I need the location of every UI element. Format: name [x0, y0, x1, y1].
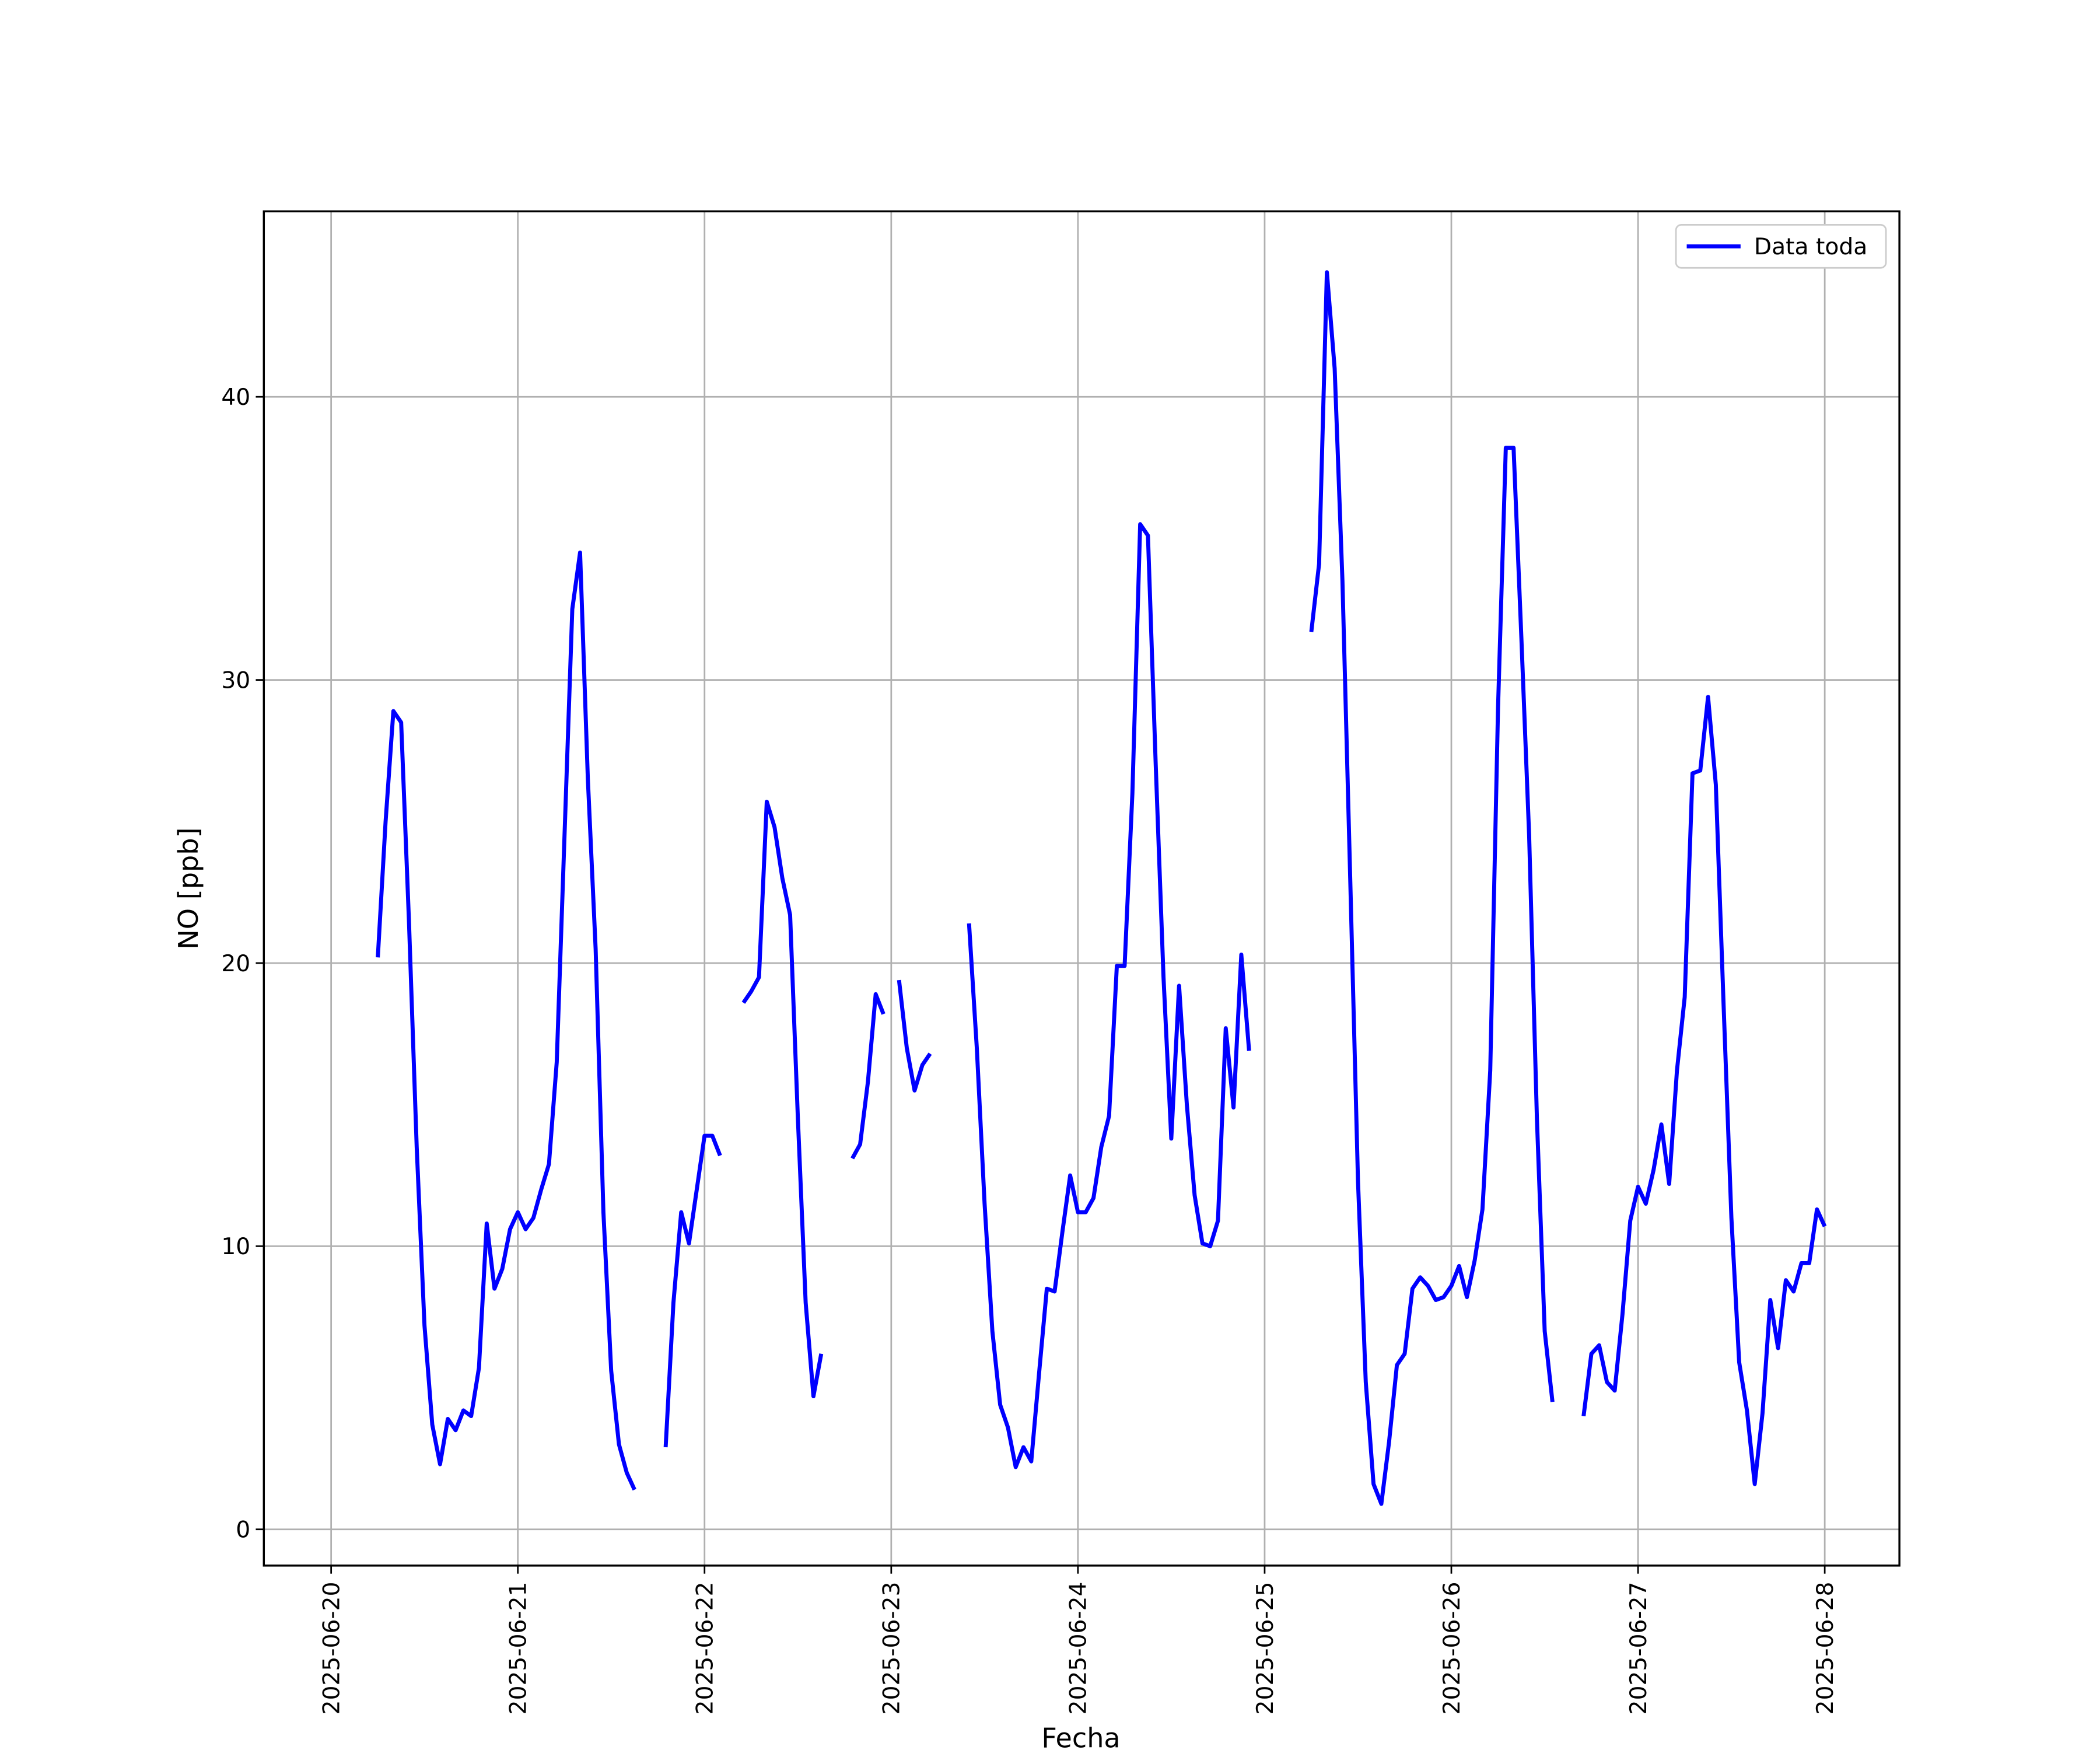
- y-axis-label: NO [ppb]: [173, 827, 204, 949]
- x-axis-label: Fecha: [1041, 1722, 1120, 1750]
- x-tick-label: 2025-06-26: [1439, 1582, 1465, 1715]
- x-tick-label: 2025-06-28: [1812, 1582, 1839, 1715]
- y-tick-label: 0: [236, 1517, 250, 1544]
- y-tick-label: 30: [221, 667, 250, 694]
- x-tick-label: 2025-06-24: [1066, 1582, 1092, 1715]
- x-tick-label: 2025-06-21: [506, 1582, 532, 1715]
- legend-label: Data toda: [1754, 234, 1867, 260]
- y-tick-label: 10: [221, 1234, 250, 1260]
- y-tick-label: 20: [221, 951, 250, 977]
- x-tick-label: 2025-06-23: [879, 1582, 905, 1715]
- x-tick-label: 2025-06-27: [1626, 1582, 1652, 1715]
- x-tick-label: 2025-06-22: [692, 1582, 719, 1715]
- plot-frame: [262, 210, 1901, 1567]
- legend: Data toda: [1675, 223, 1887, 269]
- y-tick-label: 40: [221, 384, 250, 411]
- legend-frame: [1675, 223, 1887, 269]
- data-line: [376, 270, 1827, 1506]
- x-tick-label: 2025-06-25: [1252, 1582, 1279, 1715]
- x-tick-label: 2025-06-20: [319, 1582, 345, 1715]
